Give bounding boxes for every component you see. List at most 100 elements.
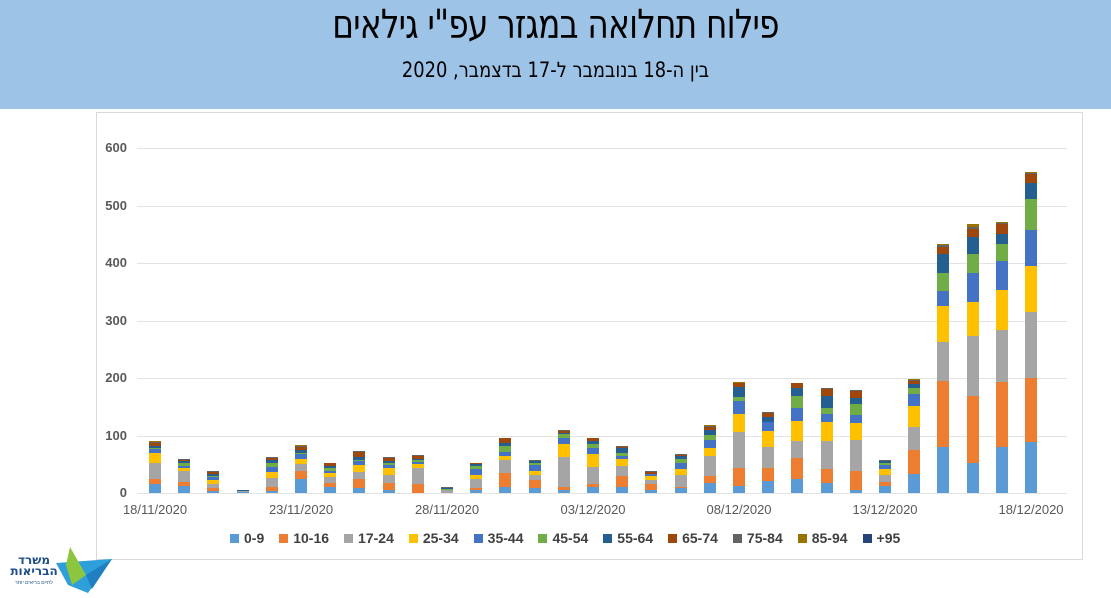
bar-segment [674,474,687,488]
legend-label: 55-64 [617,530,654,546]
bar-segment [937,273,950,291]
bar-segment [820,388,833,396]
bar-segment [937,245,950,247]
bar-segment [470,462,483,464]
bar-segment [324,476,337,483]
bar-segment [441,488,453,489]
bar-segment [820,469,833,483]
bar-segment [1025,198,1037,231]
bar-segment [645,471,658,475]
bar-segment [908,384,921,388]
bar-segment [937,254,950,274]
x-tick-label: 08/12/2020 [706,502,772,517]
logo-tagline: לחיים בריאים יותר [15,580,53,586]
bar-segment [587,443,599,448]
bar-segment [703,482,716,493]
bar-segment [849,404,862,415]
bar-segment [265,478,278,487]
bar-segment [265,456,278,458]
stacked-bar [616,446,629,493]
bar-segment [733,401,745,414]
bar-segment [995,234,1008,245]
bar-segment [382,461,395,464]
x-tick-label: 23/11/2020 [268,502,334,517]
bar-segment [820,408,833,415]
bar-segment [178,459,191,460]
bar-segment [265,491,278,493]
bar-segment [236,490,249,492]
legend-label: 65-74 [682,530,718,546]
bar-segment [995,222,1008,225]
bar-segment [791,478,804,493]
bar-segment [557,444,570,457]
x-tick-label: 03/12/2020 [560,502,626,517]
bar-segment [557,430,570,431]
logo-line1: משרד [17,553,51,567]
bar-segment [674,456,687,459]
bar-segment [470,469,483,476]
stacked-bar [1025,171,1037,493]
bar-segment [411,468,424,485]
bar-segment [324,472,337,477]
bar-segment [762,430,775,447]
bar-segment [207,471,220,475]
bar-segment [616,487,629,493]
stacked-bar [528,460,541,493]
bar-segment [849,390,862,391]
bar-segment [762,481,775,493]
stacked-bar [879,460,891,493]
stacked-bar [645,470,658,493]
bar-segment [499,487,512,493]
gridline [137,321,1067,322]
bar-segment [703,426,716,431]
bar-segment [966,224,979,227]
bar-segment [557,456,570,488]
bar-segment [849,397,862,405]
bar-segment [557,432,570,435]
stacked-bar [762,411,775,493]
bar-segment [557,430,570,433]
legend-label: 85-94 [811,530,848,546]
stacked-bar [587,437,599,493]
stacked-bar [178,459,191,493]
bar-segment [207,488,220,492]
legend-item: 17-24 [344,530,394,546]
y-tick-label: 400 [105,255,127,270]
bar-segment [616,476,629,488]
bar-segment [674,488,687,493]
bar-segment [382,456,395,458]
legend-item: 85-94 [797,530,848,546]
bar-segment [703,425,716,427]
bar-segment [1025,183,1037,199]
bar-segment [674,454,687,457]
bar-segment [382,464,395,468]
bar-segment [499,460,512,473]
stacked-bar [324,462,337,493]
bar-segment [295,445,307,448]
bar-segment [966,228,979,238]
bar-segment [324,465,337,469]
bar-segment [820,482,833,493]
bar-segment [908,379,921,382]
bar-segment [995,244,1008,262]
bar-segment [295,459,307,465]
stacked-bar [674,453,687,493]
bar-segment [879,460,891,461]
bar-segment [762,413,775,417]
bar-segment [324,462,337,464]
bar-segment [733,413,745,433]
legend-label: 45-54 [552,530,589,546]
bar-segment [353,471,366,479]
chart-frame: 0 100 200 300 400 500 600 18/11/2020 23/11/2020 2… [96,112,1083,560]
bar-segment [149,462,161,479]
bar-segment [587,467,599,485]
bar-segment [616,446,629,448]
bar-segment [265,486,278,492]
bar-segment [353,464,366,472]
gridline [137,436,1067,437]
bar-segment [207,477,220,481]
bar-segment [411,464,424,469]
legend-item: 65-74 [668,530,718,546]
stacked-bar [791,382,804,493]
bar-segment [587,487,599,493]
